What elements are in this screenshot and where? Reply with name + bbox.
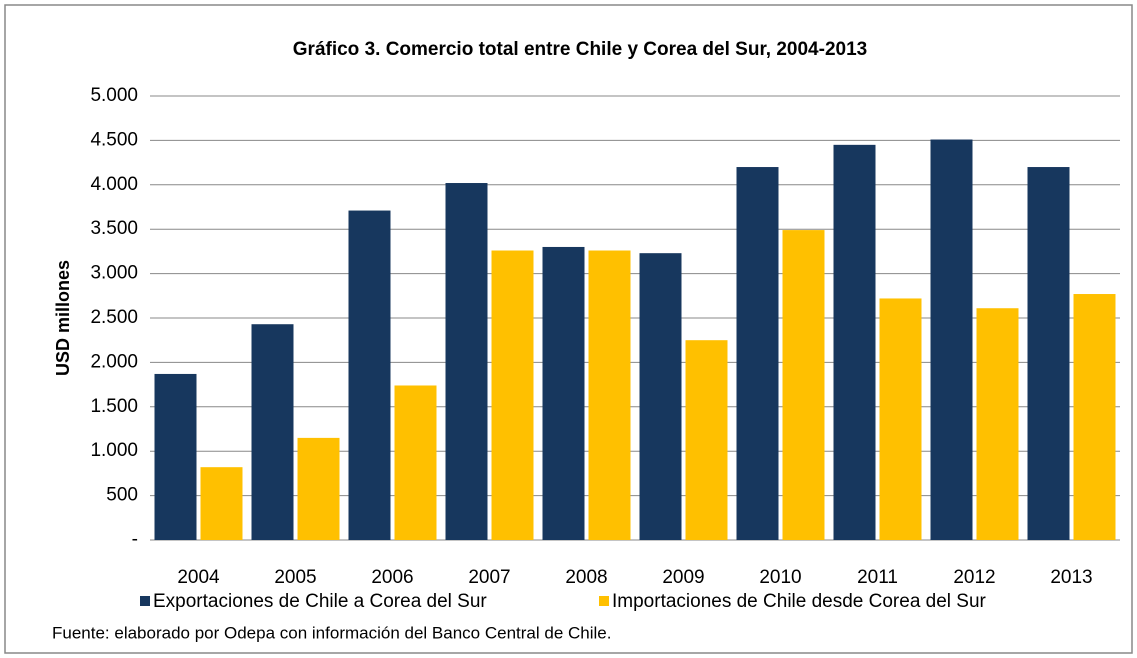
source-note: Fuente: elaborado por Odepa con informac… xyxy=(52,623,611,642)
bar xyxy=(491,250,534,540)
y-tick-label: 1.000 xyxy=(90,440,138,461)
bar xyxy=(348,210,391,540)
y-tick-label: 3.000 xyxy=(90,263,138,284)
bar xyxy=(154,373,197,540)
x-tick-label: 2013 xyxy=(1050,567,1092,588)
y-tick-label: 2.000 xyxy=(90,351,138,372)
x-tick-label: 2004 xyxy=(177,567,220,588)
bar xyxy=(639,253,682,540)
x-tick-label: 2005 xyxy=(274,567,316,588)
legend-label: Exportaciones de Chile a Corea del Sur xyxy=(153,591,487,612)
bar xyxy=(200,467,243,540)
bar xyxy=(1027,167,1070,541)
x-tick-label: 2011 xyxy=(857,567,898,588)
x-tick-label: 2007 xyxy=(468,567,510,588)
legend-swatch xyxy=(140,596,150,606)
y-axis-label: USD millones xyxy=(53,260,73,376)
bar xyxy=(736,167,779,541)
bar xyxy=(879,298,922,540)
chart-title: Gráfico 3. Comercio total entre Chile y … xyxy=(293,39,867,60)
y-tick-label: 500 xyxy=(106,485,138,506)
bar xyxy=(445,183,488,541)
y-tick-label: 4.000 xyxy=(90,174,138,195)
y-tick-label: 2.500 xyxy=(90,307,138,328)
legend-label: Importaciones de Chile desde Corea del S… xyxy=(612,591,987,612)
y-tick-label: 3.500 xyxy=(90,218,138,239)
bar xyxy=(394,385,437,540)
x-tick-label: 2010 xyxy=(759,567,801,588)
bar xyxy=(1073,294,1116,540)
x-tick-label: 2009 xyxy=(662,567,704,588)
x-tick-label: 2012 xyxy=(953,567,995,588)
bar xyxy=(782,230,825,540)
bar xyxy=(833,144,876,540)
bar xyxy=(297,437,340,540)
bar xyxy=(251,324,294,540)
bar xyxy=(976,308,1019,540)
legend-swatch xyxy=(599,596,609,606)
bar xyxy=(588,250,631,540)
bar xyxy=(930,139,973,540)
y-tick-label: 5.000 xyxy=(90,85,138,106)
bar xyxy=(542,246,585,540)
y-tick-label: 1.500 xyxy=(90,396,138,417)
bar xyxy=(685,340,728,540)
y-tick-label: - xyxy=(132,529,138,550)
x-tick-label: 2008 xyxy=(565,567,607,588)
x-tick-label: 2006 xyxy=(371,567,413,588)
y-tick-label: 4.500 xyxy=(90,129,138,150)
